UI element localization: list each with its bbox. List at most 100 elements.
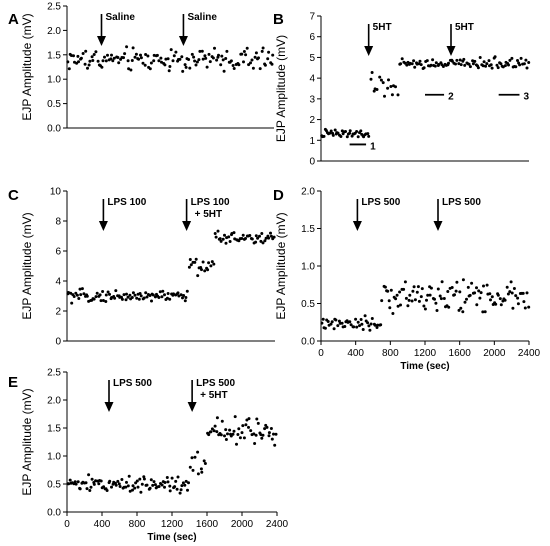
data-point: [139, 53, 142, 57]
data-point: [363, 314, 367, 318]
data-point: [355, 130, 359, 133]
data-point: [126, 484, 130, 488]
data-point: [484, 64, 488, 68]
data-point: [267, 434, 271, 438]
data-point: [270, 437, 274, 441]
data-point: [514, 65, 518, 69]
y-axis-label: EJP Amplitude (mV): [20, 212, 34, 319]
data-point: [183, 483, 187, 487]
data-point: [425, 298, 428, 302]
data-point: [333, 128, 337, 132]
data-point: [267, 236, 271, 240]
data-point: [494, 302, 498, 306]
data-point: [148, 486, 152, 490]
data-point: [490, 295, 494, 299]
data-point: [249, 429, 253, 433]
data-point: [510, 56, 514, 60]
data-point: [481, 64, 485, 68]
data-point: [412, 59, 416, 63]
arrow-head: [104, 402, 114, 412]
data-point: [249, 61, 252, 65]
data-point: [128, 489, 132, 493]
data-point: [149, 478, 153, 482]
x-tick-label: 2000: [231, 519, 254, 530]
data-point: [358, 324, 361, 328]
data-point: [131, 291, 135, 295]
annotation-label: LPS 100: [107, 197, 146, 208]
data-point: [103, 55, 106, 59]
data-point: [212, 429, 216, 433]
data-point: [110, 485, 113, 489]
data-point: [236, 433, 240, 436]
x-tick-label: 1200: [161, 519, 184, 530]
data-point: [415, 290, 419, 294]
data-point: [172, 54, 176, 58]
data-point: [369, 77, 373, 81]
panel-a: A 0.0 0.5 1.0 1.5 2.0 2.5 EJP Amplitude (mV) Sal…: [8, 2, 275, 135]
data-point: [379, 323, 383, 327]
data-point: [453, 293, 456, 297]
x-axis-label: Time (sec): [147, 532, 196, 543]
data-point: [399, 303, 402, 307]
data-point: [203, 269, 207, 273]
data-point: [166, 480, 170, 484]
data-point: [263, 427, 267, 431]
data-point: [123, 52, 127, 56]
data-point: [145, 483, 149, 487]
data-point: [88, 59, 92, 63]
data-point: [270, 62, 274, 66]
y-tick-label: 3: [309, 94, 315, 105]
y-tick-label: 2: [55, 307, 61, 318]
annotation-label: 5HT: [455, 22, 474, 33]
data-point: [389, 288, 393, 292]
data-point: [348, 320, 352, 324]
data-point: [209, 264, 213, 268]
data-point: [73, 480, 77, 484]
data-point: [160, 60, 163, 64]
data-point: [86, 66, 89, 70]
data-point: [114, 483, 118, 487]
data-point: [142, 477, 146, 481]
data-point: [106, 53, 109, 57]
data-point: [508, 290, 512, 294]
annotation-label: LPS 500: [113, 378, 152, 389]
data-point: [222, 69, 226, 73]
panel-d: D 0.0 0.5 1.0 1.5 2.0 0 400 800 1200 1600 2000 2400 E…: [273, 187, 541, 373]
data-point: [216, 229, 220, 233]
data-point: [193, 455, 197, 459]
data-point: [113, 296, 117, 300]
data-point: [366, 321, 370, 325]
data-point: [231, 64, 235, 67]
data-point: [407, 298, 411, 302]
data-point: [100, 65, 104, 69]
data-point: [489, 63, 493, 67]
data-point: [189, 263, 193, 267]
data-point: [76, 54, 80, 58]
data-point: [496, 293, 500, 297]
data-point: [527, 61, 531, 64]
data-point: [248, 234, 252, 237]
data-point: [339, 135, 343, 138]
arrow-head: [352, 221, 362, 231]
data-point: [224, 241, 228, 245]
data-point: [108, 479, 112, 483]
data-point: [141, 61, 145, 65]
data-point: [254, 234, 258, 238]
y-tick-label: 0: [309, 157, 315, 168]
data-point: [260, 49, 264, 53]
data-point: [85, 294, 89, 298]
data-point: [209, 430, 213, 434]
data-point: [94, 50, 98, 54]
data-point: [386, 289, 390, 293]
data-point: [391, 312, 395, 315]
data-point: [332, 327, 336, 331]
y-tick-label: 1.0: [47, 75, 61, 86]
data-point: [459, 306, 463, 310]
y-tick-label: 2: [309, 115, 315, 126]
data-point: [85, 487, 89, 491]
time-window-label: 3: [523, 92, 529, 103]
y-tick-label: 2.5: [47, 368, 61, 379]
data-point: [210, 260, 214, 264]
data-point: [396, 304, 400, 308]
data-point: [269, 234, 273, 238]
